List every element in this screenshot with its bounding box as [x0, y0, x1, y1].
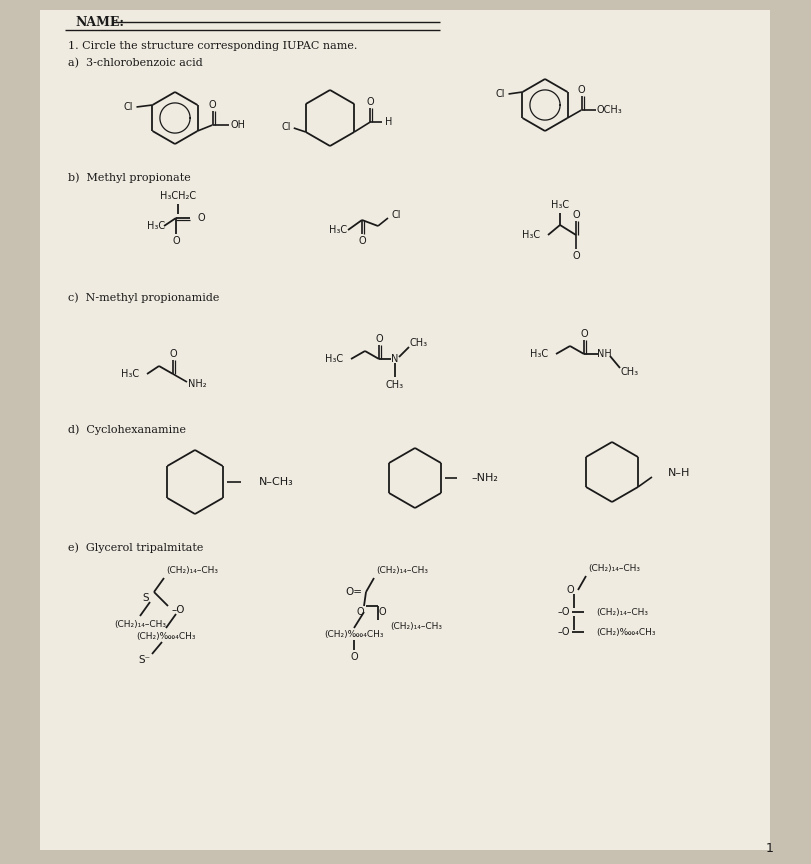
Text: CH₃: CH₃	[621, 367, 639, 377]
Text: (CH₂)₁₄–CH₃: (CH₂)₁₄–CH₃	[114, 619, 166, 628]
Text: Cl: Cl	[124, 102, 133, 112]
Text: O: O	[172, 236, 180, 246]
Text: O: O	[356, 607, 364, 617]
Text: H₃CH₂C: H₃CH₂C	[160, 191, 196, 201]
Text: –O: –O	[558, 627, 570, 637]
Text: H₃C: H₃C	[329, 225, 347, 235]
Text: OCH₃: OCH₃	[597, 105, 622, 115]
Text: O: O	[580, 329, 588, 339]
Text: H₃C: H₃C	[147, 221, 165, 231]
Text: O: O	[566, 585, 574, 595]
Text: NH: NH	[597, 349, 611, 359]
Text: S⁻: S⁻	[138, 655, 150, 665]
Text: (CH₂)₁₄–CH₃: (CH₂)₁₄–CH₃	[596, 607, 648, 617]
Text: H₃C: H₃C	[530, 349, 548, 359]
Text: CH₃: CH₃	[410, 338, 428, 348]
Text: H₃C: H₃C	[521, 230, 540, 240]
Text: Cl: Cl	[391, 210, 401, 220]
Text: H₃C: H₃C	[325, 354, 343, 364]
Text: O: O	[367, 97, 374, 107]
Text: O: O	[573, 210, 580, 220]
Text: O: O	[169, 349, 177, 359]
Text: (CH₂)₁₄–CH₃: (CH₂)₁₄–CH₃	[390, 621, 442, 631]
Text: –O: –O	[558, 607, 570, 617]
Text: H₃C: H₃C	[121, 369, 139, 379]
Text: b)  Methyl propionate: b) Methyl propionate	[68, 173, 191, 183]
Text: O: O	[577, 85, 586, 95]
Text: O: O	[573, 251, 580, 261]
Text: O: O	[358, 236, 366, 246]
Text: (CH₂)₁₄–CH₃: (CH₂)₁₄–CH₃	[166, 566, 218, 575]
Text: Cl: Cl	[496, 89, 505, 99]
FancyBboxPatch shape	[40, 10, 770, 850]
Text: H: H	[384, 117, 392, 127]
Text: –NH₂: –NH₂	[471, 473, 498, 483]
Text: N–H: N–H	[668, 468, 690, 478]
Text: –O: –O	[171, 605, 185, 615]
Text: 1: 1	[766, 842, 774, 854]
Text: O: O	[208, 100, 217, 110]
Text: e)  Glycerol tripalmitate: e) Glycerol tripalmitate	[68, 543, 204, 553]
Text: NAME:: NAME:	[75, 16, 124, 29]
Text: NH₂: NH₂	[187, 379, 206, 389]
Text: O: O	[350, 652, 358, 662]
Text: N–CH₃: N–CH₃	[259, 477, 294, 487]
Text: CH₃: CH₃	[386, 380, 404, 390]
Text: c)  N-methyl propionamide: c) N-methyl propionamide	[68, 293, 219, 303]
Text: O: O	[378, 607, 386, 617]
Text: (CH₂)‱₄CH₃: (CH₂)‱₄CH₃	[324, 631, 384, 639]
Text: S: S	[143, 593, 149, 603]
Text: O: O	[375, 334, 383, 344]
Text: (CH₂)‱₄CH₃: (CH₂)‱₄CH₃	[596, 627, 655, 637]
Text: O: O	[198, 213, 206, 223]
Text: a)  3-chlorobenzoic acid: a) 3-chlorobenzoic acid	[68, 58, 203, 68]
Text: O=: O=	[345, 587, 363, 597]
Text: 1. Circle the structure corresponding IUPAC name.: 1. Circle the structure corresponding IU…	[68, 41, 358, 51]
Text: (CH₂)‱₄CH₃: (CH₂)‱₄CH₃	[136, 632, 195, 640]
Text: OH: OH	[230, 120, 245, 130]
Text: (CH₂)₁₄–CH₃: (CH₂)₁₄–CH₃	[588, 563, 640, 573]
Text: H₃C: H₃C	[551, 200, 569, 210]
Text: N: N	[392, 354, 399, 364]
Text: d)  Cyclohexanamine: d) Cyclohexanamine	[68, 425, 186, 435]
Text: Cl: Cl	[281, 122, 290, 132]
Text: (CH₂)₁₄–CH₃: (CH₂)₁₄–CH₃	[376, 566, 428, 575]
